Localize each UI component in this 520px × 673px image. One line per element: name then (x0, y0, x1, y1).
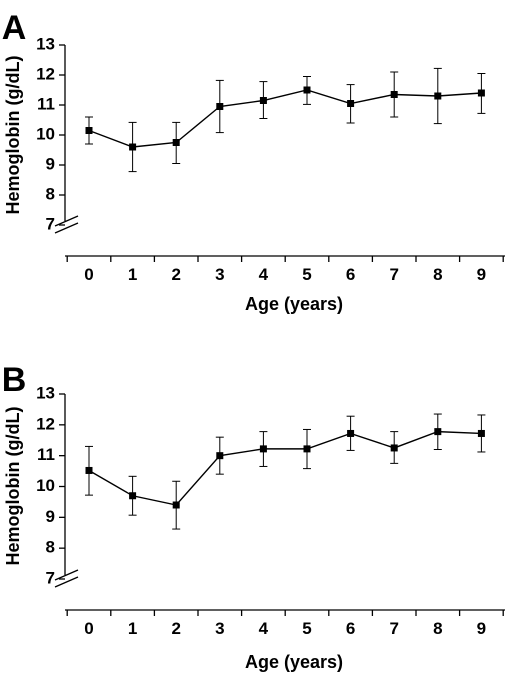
y-tick-label: 12 (36, 414, 55, 433)
x-tick-label: 7 (389, 619, 398, 638)
data-point (259, 97, 267, 104)
x-tick-label: 8 (433, 619, 442, 638)
x-tick-label: 6 (346, 265, 355, 284)
axis-break-mark (54, 222, 79, 234)
x-tick-label: 4 (259, 265, 269, 284)
panel-label: B (2, 361, 27, 399)
data-point (85, 127, 93, 134)
y-tick-label: 8 (46, 184, 55, 203)
data-point (303, 445, 311, 453)
data-point (172, 139, 180, 146)
x-tick-label: 3 (215, 619, 224, 638)
data-point (216, 452, 224, 460)
series-line (88, 89, 482, 148)
y-axis-label: Hemoglobin (g/dL) (3, 407, 23, 566)
data-point (347, 100, 355, 107)
x-tick-label: 5 (302, 619, 311, 638)
x-tick-label: 9 (477, 619, 486, 638)
y-tick-label: 11 (37, 445, 55, 464)
series-line (88, 430, 482, 506)
x-axis-label: Age (years) (245, 294, 343, 314)
y-tick-label: 8 (46, 538, 55, 557)
y-tick-label: 10 (36, 124, 55, 143)
x-tick-label: 6 (346, 619, 355, 638)
data-point (303, 86, 311, 94)
y-axis-label: Hemoglobin (g/dL) (3, 56, 23, 215)
x-tick-label: 4 (259, 619, 269, 638)
x-tick-label: 8 (433, 265, 442, 284)
data-point (216, 103, 224, 110)
data-point (129, 492, 137, 500)
data-point (390, 91, 398, 98)
data-point (85, 466, 93, 474)
x-tick-label: 2 (171, 265, 180, 284)
y-tick-label: 13 (36, 383, 55, 402)
data-point (129, 143, 137, 151)
axis-break-mark (54, 215, 79, 227)
panel-label: A (2, 9, 27, 47)
data-point (477, 429, 485, 437)
data-point (347, 429, 355, 437)
x-tick-label: 1 (128, 619, 137, 638)
data-point (434, 92, 442, 100)
y-tick-label: 12 (36, 64, 55, 83)
x-tick-label: 2 (171, 619, 180, 638)
x-tick-label: 7 (389, 265, 398, 284)
y-tick-label: 7 (46, 214, 55, 233)
data-point (259, 445, 267, 453)
y-tick-label: 13 (36, 34, 55, 53)
data-point (172, 501, 180, 509)
axis-break-mark (54, 569, 79, 581)
x-tick-label: 0 (84, 265, 93, 284)
x-tick-label: 3 (215, 265, 224, 284)
x-tick-label: 1 (128, 265, 137, 284)
y-tick-label: 7 (46, 568, 55, 587)
y-tick-label: 9 (46, 154, 55, 173)
x-axis-label: Age (years) (245, 652, 343, 672)
y-tick-label: 9 (46, 507, 55, 526)
data-point (434, 428, 442, 436)
y-tick-label: 10 (36, 476, 55, 495)
data-point (390, 444, 398, 452)
x-tick-label: 0 (84, 619, 93, 638)
axis-break-mark (54, 576, 79, 588)
x-tick-label: 9 (477, 265, 486, 284)
y-tick-label: 11 (37, 94, 55, 113)
x-tick-label: 5 (302, 265, 311, 284)
data-point (477, 89, 485, 97)
